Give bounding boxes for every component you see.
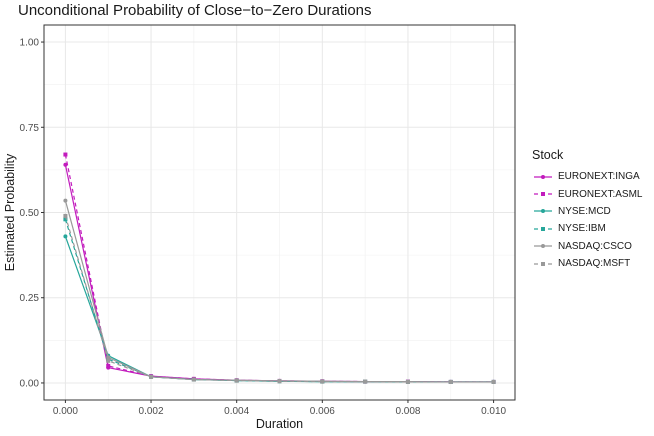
- data-point: [234, 378, 239, 383]
- legend-marker: [541, 244, 545, 249]
- legend-label: NASDAQ:MSFT: [558, 258, 631, 270]
- legend-key: [534, 209, 552, 214]
- legend: Stock EURONEXT:INGA EURONEXT:ASML NYSE:MCD…: [532, 148, 642, 272]
- data-point: [63, 213, 68, 218]
- data-point: [277, 379, 282, 384]
- legend-label: EURONEXT:INGA: [558, 171, 640, 183]
- x-tick-label: 0.008: [395, 406, 420, 417]
- axes: 0.000 0.002 0.004 0.006 0.008 0.010 0.00 0.25 0.…: [20, 38, 507, 417]
- series-lines: [63, 152, 496, 384]
- data-point: [63, 198, 68, 203]
- legend-item: NYSE:MCD: [532, 203, 642, 220]
- x-axis-title: Duration: [256, 417, 303, 431]
- x-tick-label: 0.000: [53, 406, 78, 417]
- legend-label: NASDAQ:CSCO: [558, 240, 632, 252]
- legend-item: EURONEXT:INGA: [532, 168, 642, 185]
- data-point: [63, 217, 68, 222]
- legend-item: NASDAQ:CSCO: [532, 238, 642, 255]
- legend-label: NYSE:MCD: [558, 205, 611, 217]
- data-point: [63, 162, 68, 167]
- chart-title: Unconditional Probability of Close−to−Ze…: [18, 2, 372, 19]
- legend-key: [534, 244, 552, 249]
- y-axis-title: Estimated Probability: [3, 153, 17, 271]
- y-tick-label: 0.50: [20, 208, 40, 219]
- series-nasdaq-msft: [63, 213, 496, 384]
- legend-key: [534, 174, 552, 179]
- legend-label: EURONEXT:ASML: [558, 188, 643, 200]
- y-tick-label: 1.00: [20, 38, 40, 49]
- data-point: [491, 379, 496, 384]
- x-tick-label: 0.002: [139, 406, 164, 417]
- legend-item: NASDAQ:MSFT: [532, 255, 642, 272]
- data-point: [63, 152, 68, 157]
- data-point: [363, 379, 368, 384]
- data-point: [63, 234, 68, 239]
- data-point: [191, 377, 196, 382]
- legend-marker: [541, 174, 545, 179]
- legend-item: EURONEXT:ASML: [532, 185, 642, 202]
- legend-item: NYSE:IBM: [532, 220, 642, 237]
- data-point: [106, 363, 111, 368]
- legend-key: [534, 226, 552, 231]
- x-tick-label: 0.004: [224, 406, 249, 417]
- grid-lines: [44, 25, 515, 400]
- x-tick-label: 0.006: [310, 406, 335, 417]
- y-tick-label: 0.00: [20, 378, 40, 389]
- legend-marker: [541, 192, 545, 197]
- data-point: [106, 358, 111, 363]
- legend-marker: [541, 209, 545, 214]
- legend-items: EURONEXT:INGA EURONEXT:ASML NYSE:MCD NYSE:I…: [532, 168, 642, 272]
- x-tick-label: 0.010: [481, 406, 506, 417]
- legend-marker: [541, 261, 545, 266]
- legend-marker: [541, 226, 545, 231]
- legend-label: NYSE:IBM: [558, 223, 606, 235]
- data-point: [448, 379, 453, 384]
- data-point: [149, 374, 154, 379]
- legend-key: [534, 192, 552, 197]
- legend-key: [534, 261, 552, 266]
- data-point: [320, 379, 325, 384]
- legend-title: Stock: [532, 148, 564, 162]
- data-point: [405, 379, 410, 384]
- y-tick-label: 0.25: [20, 293, 40, 304]
- y-tick-label: 0.75: [20, 123, 40, 134]
